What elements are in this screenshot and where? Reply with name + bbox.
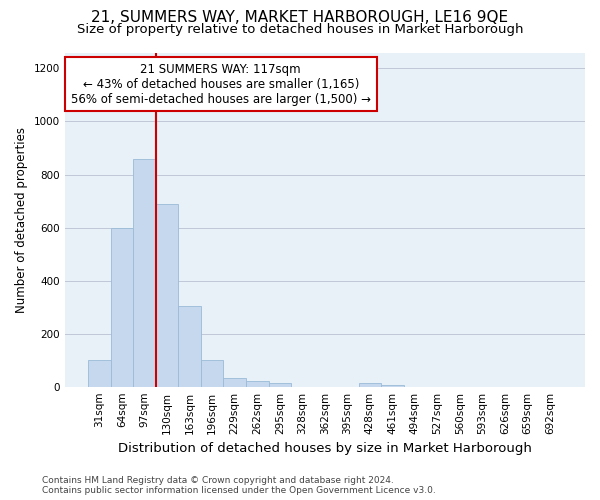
Bar	[133, 158, 156, 386]
Bar	[246, 382, 269, 386]
Y-axis label: Number of detached properties: Number of detached properties	[15, 126, 28, 312]
Bar	[201, 360, 223, 386]
X-axis label: Distribution of detached houses by size in Market Harborough: Distribution of detached houses by size …	[118, 442, 532, 455]
Bar	[223, 378, 246, 386]
Bar	[156, 204, 178, 386]
Text: 21 SUMMERS WAY: 117sqm
← 43% of detached houses are smaller (1,165)
56% of semi-: 21 SUMMERS WAY: 117sqm ← 43% of detached…	[71, 62, 371, 106]
Bar	[178, 306, 201, 386]
Text: Contains HM Land Registry data © Crown copyright and database right 2024.
Contai: Contains HM Land Registry data © Crown c…	[42, 476, 436, 495]
Bar	[88, 360, 111, 386]
Bar	[269, 384, 291, 386]
Text: Size of property relative to detached houses in Market Harborough: Size of property relative to detached ho…	[77, 22, 523, 36]
Text: 21, SUMMERS WAY, MARKET HARBOROUGH, LE16 9QE: 21, SUMMERS WAY, MARKET HARBOROUGH, LE16…	[91, 10, 509, 25]
Bar	[111, 228, 133, 386]
Bar	[359, 382, 381, 386]
